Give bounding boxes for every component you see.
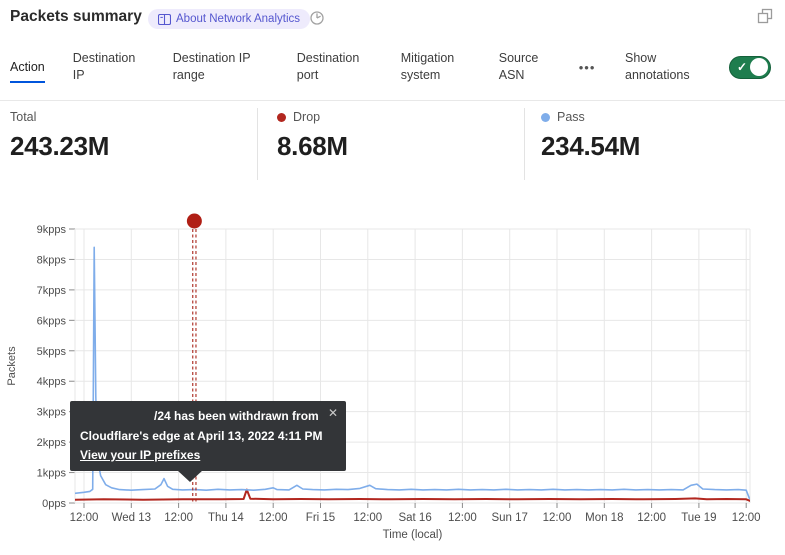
check-icon: ✓ xyxy=(737,59,748,74)
stat-divider xyxy=(257,108,258,180)
y-tick-label: 9kpps xyxy=(37,224,67,236)
stat-pass: Pass 234.54M xyxy=(541,110,640,162)
y-tick-label: 8kpps xyxy=(37,254,67,266)
close-icon[interactable]: ✕ xyxy=(327,406,338,420)
clock-icon[interactable] xyxy=(308,9,326,27)
annotation-text-line2: Cloudflare's edge at April 13, 2022 4:11… xyxy=(80,429,323,443)
x-tick-label: 12:00 xyxy=(448,512,477,524)
about-network-analytics-badge[interactable]: About Network Analytics xyxy=(148,9,311,29)
show-annotations-label: Show annotations xyxy=(625,51,690,82)
dimension-tabs: Action Destination IP Destination IP range… xyxy=(10,44,775,90)
tab-destination-port[interactable]: Destination port xyxy=(296,51,360,82)
x-tick-label: Wed 13 xyxy=(112,512,151,524)
y-tick-label: 5kpps xyxy=(37,346,67,358)
drop-legend-dot xyxy=(277,112,286,122)
stat-drop-label: Drop xyxy=(293,110,321,124)
show-annotations-toggle[interactable]: ✓ xyxy=(729,55,771,79)
x-tick-label: Fri 15 xyxy=(306,512,335,524)
stat-drop-value: 8.68M xyxy=(277,131,348,161)
restore-window-icon[interactable] xyxy=(757,8,773,24)
book-icon xyxy=(158,13,171,25)
about-badge-label: About Network Analytics xyxy=(176,13,301,25)
stat-pass-value: 234.54M xyxy=(541,131,641,161)
x-tick-label: Sat 16 xyxy=(398,512,431,524)
view-ip-prefixes-link[interactable]: View your IP prefixes xyxy=(80,448,201,462)
toggle-knob xyxy=(750,58,768,76)
y-tick-label: 7kpps xyxy=(37,285,67,297)
x-tick-label: Mon 18 xyxy=(585,512,623,524)
x-tick-label: 12:00 xyxy=(732,512,761,524)
y-tick-label: 4kpps xyxy=(37,376,67,388)
stat-divider xyxy=(524,108,525,180)
tooltip-caret xyxy=(177,470,203,482)
series-line-pass xyxy=(75,246,750,500)
packets-time-series-chart: 0pps 1kpps 2kpps 3kpps 4kpps 5kpps 6kpps 7kpps 8… xyxy=(6,213,761,541)
tab-mitigation-system[interactable]: Mitigation system xyxy=(400,51,455,82)
x-tick-label: 12:00 xyxy=(259,512,288,524)
x-tick-label: 12:00 xyxy=(637,512,666,524)
tab-destination-ip[interactable]: Destination IP xyxy=(72,51,136,82)
y-tick-label: 2kpps xyxy=(37,437,67,449)
x-tick-label: Tue 19 xyxy=(681,512,716,524)
page-title: Packets summary xyxy=(10,8,142,25)
stat-pass-label: Pass xyxy=(557,110,585,124)
stat-total: Total 243.23M xyxy=(10,110,109,162)
pass-legend-dot xyxy=(541,112,550,122)
x-tick-label: 12:00 xyxy=(70,512,99,524)
x-tick-label: 12:00 xyxy=(543,512,572,524)
stat-total-value: 243.23M xyxy=(10,131,110,161)
x-tick-label: Sun 17 xyxy=(491,512,527,524)
stat-drop: Drop 8.68M xyxy=(277,110,348,162)
x-axis-title: Time (local) xyxy=(383,529,443,541)
y-tick-label: 6kpps xyxy=(37,315,67,327)
y-tick-label: 0pps xyxy=(42,498,66,510)
x-tick-label: Thu 14 xyxy=(208,512,244,524)
header-divider xyxy=(0,100,785,101)
x-tick-label: 12:00 xyxy=(164,512,193,524)
series-line-drop xyxy=(75,488,750,502)
annotation-tooltip: /24 has been withdrawn from Cloudflare's… xyxy=(70,401,346,482)
y-axis-title: Packets xyxy=(6,346,18,386)
y-tick-label: 3kpps xyxy=(37,407,67,419)
more-tabs-button[interactable]: ••• xyxy=(578,59,596,75)
annotation-text-line1: /24 has been withdrawn from xyxy=(154,409,319,423)
y-tick-label: 1kpps xyxy=(37,468,67,480)
tab-source-asn[interactable]: Source ASN xyxy=(498,51,539,82)
tab-action[interactable]: Action xyxy=(10,59,45,83)
x-tick-label: 12:00 xyxy=(353,512,382,524)
tab-destination-ip-range[interactable]: Destination IP range xyxy=(172,51,251,82)
annotation-dot[interactable] xyxy=(186,213,202,229)
stat-total-label: Total xyxy=(10,110,37,124)
